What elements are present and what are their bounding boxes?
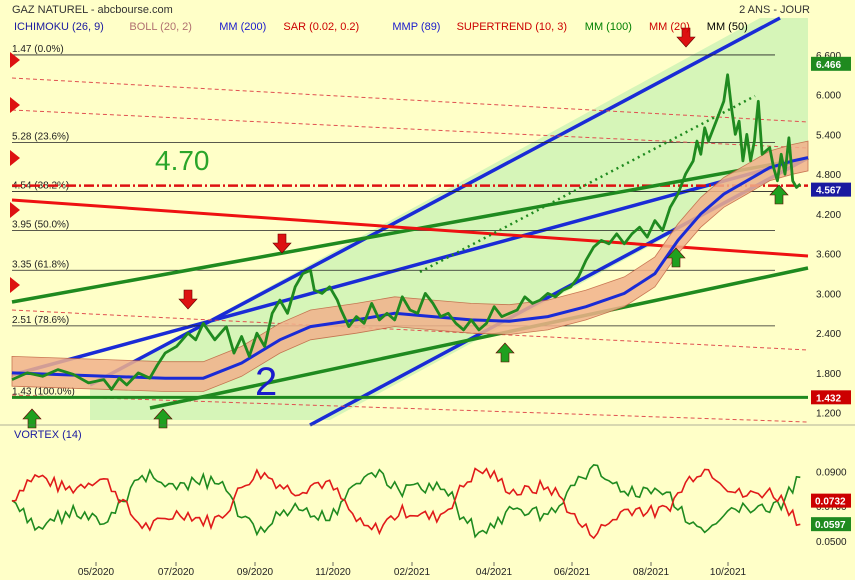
legend-item-7: MM (20) [649, 21, 690, 33]
price-badge-bg-1 [811, 182, 851, 197]
y-tick-0: 6.600 [816, 51, 841, 62]
vortex-tick-0: 0.0900 [816, 467, 847, 478]
ichimoku-cloud [11, 140, 809, 392]
chart-title: GAZ NATUREL - abcbourse.com [12, 4, 173, 16]
indicator-legend: ICHIMOKU (26, 9) BOLL (20, 2) MM (200) SAR … [14, 21, 748, 33]
x-tick-8: 10/2021 [710, 567, 747, 578]
signal-arrow-3 [495, 342, 515, 363]
price-badge-bg-0 [811, 56, 851, 71]
channel-mid-line [11, 156, 809, 377]
legend-item-2: MM (200) [219, 21, 266, 33]
sar-flag-2 [10, 150, 20, 166]
signal-arrow-5 [769, 184, 789, 205]
chart-period: 2 ANS - JOUR [739, 4, 810, 16]
price-line [11, 73, 802, 391]
x-tick-2: 09/2020 [237, 567, 274, 578]
vortex-plus-line [11, 464, 801, 539]
y-tick-3: 4.800 [816, 170, 841, 181]
fib-label-0: 1.47 (0.0%) [12, 44, 64, 55]
wave-number-annotation: 2 [255, 360, 277, 404]
big-price-annotation: 4.70 [155, 145, 210, 176]
fib-label-5: 2.51 (78.6%) [12, 315, 69, 326]
trendlines [11, 77, 809, 423]
y-tick-2: 5.400 [816, 130, 841, 141]
legend-item-3: SAR (0.02, 0.2) [283, 21, 359, 33]
x-tick-0: 05/2020 [78, 567, 115, 578]
signal-arrows [10, 27, 789, 429]
legend-item-5: SUPERTREND (10, 3) [457, 21, 567, 33]
vortex-minus-line [11, 467, 801, 540]
vortex-badge-1: 0.0597 [815, 520, 846, 531]
legend-item-8: MM (50) [707, 21, 748, 33]
vortex-tick-1: 0.0700 [816, 502, 847, 513]
y-tick-9: 1.200 [816, 409, 841, 420]
x-tick-5: 04/2021 [476, 567, 513, 578]
legend-item-0: ICHIMOKU (26, 9) [14, 21, 104, 33]
signal-arrow-0 [272, 233, 292, 254]
signal-arrow-4 [666, 247, 686, 268]
x-tick-6: 06/2021 [554, 567, 591, 578]
y-tick-5: 3.600 [816, 250, 841, 261]
price-axis: 6.600 6.000 5.400 4.800 4.200 3.600 3.000 2.400… [816, 51, 841, 420]
price-badge-bg-2 [811, 390, 851, 405]
legend-item-4: MMP (89) [392, 21, 440, 33]
sar-flag-3 [10, 202, 20, 218]
y-tick-6: 3.000 [816, 289, 841, 300]
vortex-badge-0: 0.0732 [815, 497, 846, 508]
fib-label-1: 5.28 (23.6%) [12, 131, 69, 142]
signal-arrow-6 [153, 408, 173, 429]
price-badge-0: 6.466 [816, 60, 841, 71]
signal-arrow-1 [178, 289, 198, 310]
x-tick-1: 07/2020 [158, 567, 195, 578]
vortex-label: VORTEX (14) [14, 429, 82, 441]
price-badge-2: 1.432 [816, 393, 841, 404]
date-axis: 05/2020 07/2020 09/2020 11/2020 02/2021 04/20… [78, 562, 747, 578]
vortex-panel: 0.0900 0.0700 0.0500 0.0732 0.0597 [0, 424, 855, 548]
fib-label-3: 3.95 (50.0%) [12, 220, 69, 231]
signal-arrow-2 [676, 27, 696, 48]
vortex-badge-bg-1 [811, 517, 851, 532]
fib-label-6: 1.43 (100.0%) [12, 386, 75, 397]
y-tick-8: 1.800 [816, 369, 841, 380]
y-tick-7: 2.400 [816, 329, 841, 340]
legend-item-6: MM (100) [585, 21, 632, 33]
sar-flag-4 [10, 277, 20, 293]
price-badge-1: 4.567 [816, 186, 841, 197]
ma200-line [11, 156, 809, 380]
x-tick-4: 02/2021 [394, 567, 431, 578]
legend-item-1: BOLL (20, 2) [129, 21, 192, 33]
vortex-badge-bg-0 [811, 493, 851, 508]
sar-flag-0 [10, 52, 20, 68]
fib-label-2: 4.54 (38.2%) [12, 180, 69, 191]
x-tick-3: 11/2020 [315, 567, 351, 578]
x-tick-7: 08/2021 [633, 567, 670, 578]
green-trendline-upper [11, 156, 809, 304]
price-badges: 6.466 4.567 1.432 [811, 56, 851, 405]
fib-label-4: 3.35 (61.8%) [12, 259, 69, 270]
y-tick-4: 4.200 [816, 210, 841, 221]
y-tick-1: 6.000 [816, 91, 841, 102]
green-trendline-lower [149, 266, 809, 410]
sar-flag-1 [10, 97, 20, 113]
price-layer [11, 73, 809, 392]
fibonacci-levels: 1.47 (0.0%) 5.28 (23.6%) 4.54 (38.2%) 3.95 … [12, 44, 775, 398]
vortex-tick-2: 0.0500 [816, 537, 847, 548]
signal-arrow-7 [22, 408, 42, 429]
